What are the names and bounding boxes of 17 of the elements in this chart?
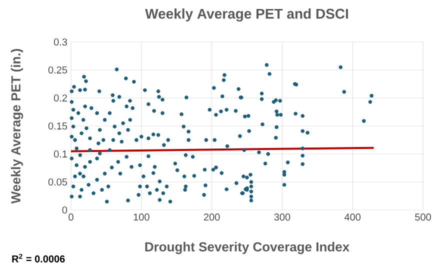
y-tick-label: 0.1 bbox=[54, 150, 67, 158]
x-tick-label: 100 bbox=[134, 214, 150, 221]
x-tick-label: 300 bbox=[274, 214, 290, 221]
text: R$^{2}$ = 0.0006 bbox=[12, 254, 65, 262]
y-tick-label: 0.25 bbox=[48, 66, 68, 74]
y-axis-title: Weekly Average PET (in.) bbox=[10, 48, 24, 204]
chart-title: Weekly Average PET and DSCI bbox=[145, 8, 348, 22]
y-tick-label: 0.2 bbox=[54, 94, 67, 102]
x-tick-label: 500 bbox=[415, 214, 431, 221]
y-tick-label: 0.15 bbox=[48, 122, 68, 130]
y-tick-label: 0.05 bbox=[48, 178, 68, 186]
x-tick-label: 400 bbox=[344, 214, 361, 221]
x-tick-label: 200 bbox=[204, 214, 220, 221]
x-axis-title: Drought Severity Coverage Index bbox=[145, 242, 350, 254]
x-tick-label: 0 bbox=[68, 214, 74, 221]
y-tick-label: 0 bbox=[62, 206, 68, 214]
y-tick-label: 0.3 bbox=[54, 38, 68, 46]
